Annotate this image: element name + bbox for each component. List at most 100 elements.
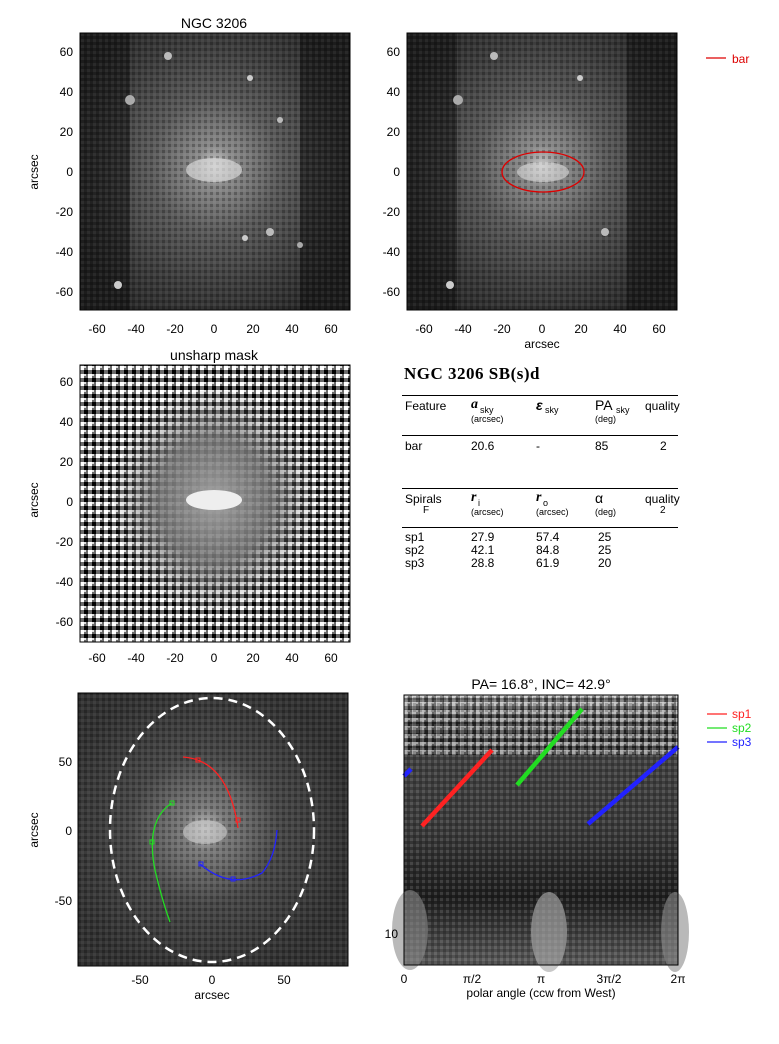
- col-a: a: [471, 397, 478, 412]
- y-tick: 10: [385, 927, 399, 941]
- disk-ellipse: [108, 696, 316, 964]
- legend-sp3-label: sp3: [732, 735, 752, 749]
- bar-row-a: 20.6: [471, 439, 495, 453]
- col-a-sub: sky: [480, 405, 494, 415]
- bar-fit-panel: -60 -40 -20 0 20 40 60 arcsec 60 40 20 0…: [380, 0, 779, 355]
- x-tick: -60: [88, 651, 106, 665]
- bar-row-pa: 85: [595, 439, 609, 453]
- y-tick: 40: [60, 415, 74, 429]
- col-spirals: Spirals: [405, 492, 442, 506]
- y-tick: 0: [393, 165, 400, 179]
- y-tick: -40: [56, 575, 74, 589]
- spiral-fit-plot: arcsec -50 0 50 arcsec 50 0 -50: [27, 692, 349, 1002]
- bar-fit-plot: -60 -40 -20 0 20 40 60 arcsec 60 40 20 0…: [383, 32, 749, 351]
- sp3-ri: 28.8: [471, 556, 495, 570]
- spiral-sp2: [151, 802, 173, 923]
- x-tick: -60: [88, 322, 106, 336]
- sp1-alpha: 25: [598, 530, 612, 544]
- y-tick: -40: [56, 245, 74, 259]
- x-tick: 40: [285, 322, 299, 336]
- y-tick: -20: [56, 205, 74, 219]
- y-tick: -60: [56, 615, 74, 629]
- polar-sp1: [420, 748, 494, 828]
- x-tick: 40: [613, 322, 627, 336]
- y-tick: 50: [59, 755, 73, 769]
- galaxy-image-panel: NGC 3206 arcsec -60 -40 -20 0 20 40 60 6…: [0, 0, 380, 340]
- bar-row-feature: bar: [405, 439, 423, 453]
- x-tick: 20: [246, 322, 260, 336]
- polar-plot: PA= 16.8°, INC= 42.9° 0 π/2 π 3π/2 2π po…: [385, 676, 752, 1000]
- col-ri-unit: (arcsec): [471, 507, 504, 517]
- col-alpha-unit: (deg): [595, 507, 617, 517]
- col-pa: PA: [595, 397, 613, 413]
- spiral-fit-ylabel: arcsec: [27, 812, 41, 847]
- y-tick: 60: [60, 375, 74, 389]
- y-tick: 20: [387, 125, 401, 139]
- x-tick: -20: [166, 322, 184, 336]
- y-tick: -40: [383, 245, 401, 259]
- y-tick: 0: [65, 824, 72, 838]
- x-tick: 40: [285, 651, 299, 665]
- x-tick: π/2: [463, 972, 482, 986]
- x-tick: 20: [246, 651, 260, 665]
- y-tick: 60: [387, 45, 401, 59]
- sp1-name: sp1: [405, 530, 425, 544]
- table-rule: [402, 527, 678, 528]
- col-eps: ε: [536, 397, 543, 413]
- table-rule: [402, 395, 678, 396]
- col-quality: quality: [645, 492, 680, 506]
- galaxy-image-plot: NGC 3206 arcsec -60 -40 -20 0 20 40 60 6…: [27, 15, 351, 336]
- col-feature: Feature: [405, 399, 447, 413]
- y-tick: 20: [60, 125, 74, 139]
- sp3-name: sp3: [405, 556, 425, 570]
- col-alpha: α: [595, 490, 604, 506]
- x-tick: π: [537, 972, 545, 986]
- spiral-fit-xlabel: arcsec: [194, 988, 229, 1002]
- polar-xlabel: polar angle (ccw from West): [466, 986, 615, 1000]
- measurement-table: NGC 3206 SB(s)d Feature a sky (arcsec) ε…: [402, 362, 682, 592]
- sp2-ri: 42.1: [471, 543, 495, 557]
- col-ri: r: [471, 490, 477, 505]
- x-tick: 0: [211, 651, 218, 665]
- y-tick: 60: [60, 45, 74, 59]
- bar-row-quality: 2: [660, 439, 667, 453]
- col-pa-sub: sky: [616, 405, 630, 415]
- x-tick: 0: [401, 972, 408, 986]
- sp2-alpha: 25: [598, 543, 612, 557]
- col-ro-sub: o: [543, 498, 549, 508]
- polar-panel: PA= 16.8°, INC= 42.9° 0 π/2 π 3π/2 2π po…: [380, 670, 779, 1039]
- sp2-ro: 84.8: [536, 543, 560, 557]
- spiral-quality: 2: [660, 505, 666, 516]
- unsharp-mask-plot: unsharp mask arcsec -60 -40 -20 0 20 40 …: [27, 347, 351, 665]
- col-ri-sub: i: [478, 498, 480, 508]
- bar-fit-xlabel: arcsec: [524, 337, 559, 351]
- x-tick: 2π: [671, 972, 686, 986]
- x-tick: 0: [539, 322, 546, 336]
- x-tick: -40: [127, 651, 145, 665]
- sp3-ro: 61.9: [536, 556, 560, 570]
- polar-title: PA= 16.8°, INC= 42.9°: [471, 676, 610, 692]
- x-tick: -20: [166, 651, 184, 665]
- y-tick: -20: [56, 535, 74, 549]
- spiral-fit-panel: arcsec -50 0 50 arcsec 50 0 -50: [0, 680, 380, 1039]
- y-tick: 40: [387, 85, 401, 99]
- col-pa-unit: (deg): [595, 414, 617, 424]
- spiral-sp1: [182, 756, 239, 829]
- legend-bar-label: bar: [732, 52, 749, 66]
- table-rule: [402, 435, 678, 436]
- y-tick: -60: [383, 285, 401, 299]
- x-tick: 20: [574, 322, 588, 336]
- x-tick: -60: [415, 322, 433, 336]
- y-tick: -60: [56, 285, 74, 299]
- col-eps-sub: sky: [545, 405, 559, 415]
- sp2-name: sp2: [405, 543, 425, 557]
- y-tick: 0: [66, 165, 73, 179]
- unsharp-ylabel: arcsec: [27, 482, 41, 517]
- col-quality: quality: [645, 399, 680, 413]
- col-a-unit: (arcsec): [471, 414, 504, 424]
- unsharp-mask-panel: unsharp mask arcsec -60 -40 -20 0 20 40 …: [0, 347, 380, 670]
- y-tick: -20: [383, 205, 401, 219]
- polar-sp2: [515, 707, 584, 787]
- col-ro: r: [536, 490, 542, 505]
- image-title: NGC 3206: [181, 15, 247, 31]
